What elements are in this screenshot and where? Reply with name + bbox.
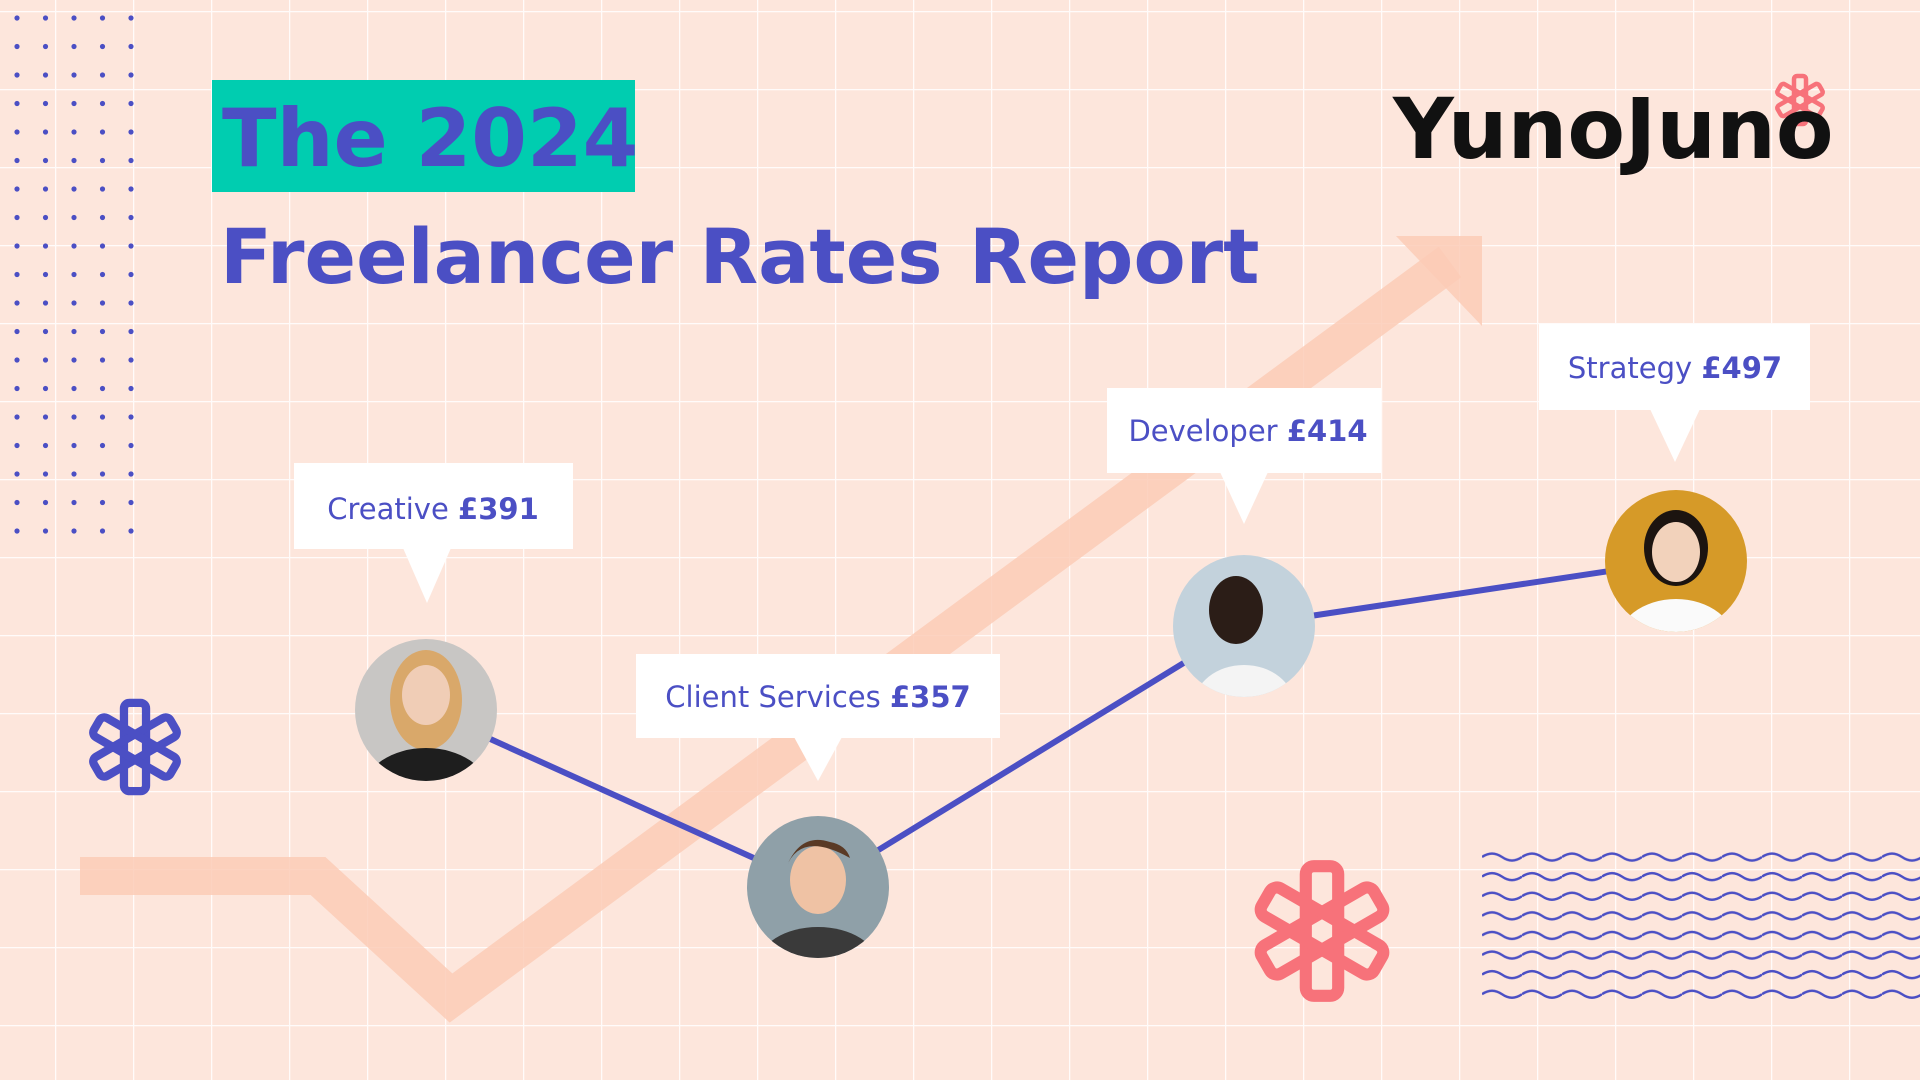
role: Client Services bbox=[665, 680, 880, 714]
rate-line bbox=[424, 558, 1677, 891]
callout: Creative £391 bbox=[294, 463, 573, 603]
callout: Strategy £497 bbox=[1539, 324, 1810, 462]
rate: £391 bbox=[458, 492, 539, 526]
title-badge-text: The 2024 bbox=[222, 92, 638, 185]
role: Creative bbox=[327, 492, 449, 526]
dot-pattern bbox=[0, 0, 140, 545]
rate: £414 bbox=[1287, 414, 1368, 448]
callout: Developer £414 bbox=[1107, 388, 1381, 524]
role: Developer bbox=[1128, 414, 1277, 448]
avatar bbox=[355, 639, 497, 781]
callout-label: Developer £414 bbox=[1128, 414, 1367, 448]
avatar bbox=[747, 816, 889, 958]
logo: YunoJuno bbox=[1392, 80, 1834, 178]
avatar bbox=[1605, 490, 1747, 632]
callout-label: Creative £391 bbox=[327, 492, 539, 526]
title-badge bbox=[212, 80, 635, 192]
rate: £357 bbox=[890, 680, 971, 714]
trend-arrow-head bbox=[1396, 236, 1482, 326]
wave-pattern bbox=[1482, 850, 1920, 1000]
avatar bbox=[1173, 555, 1315, 697]
role: Strategy bbox=[1568, 351, 1692, 385]
callout: Client Services £357 bbox=[636, 654, 1000, 781]
title: Freelancer Rates Report bbox=[220, 212, 1259, 301]
trend-arrow bbox=[80, 246, 1462, 1023]
callout-label: Client Services £357 bbox=[665, 680, 970, 714]
rate: £497 bbox=[1701, 351, 1782, 385]
callout-label: Strategy £497 bbox=[1568, 351, 1782, 385]
